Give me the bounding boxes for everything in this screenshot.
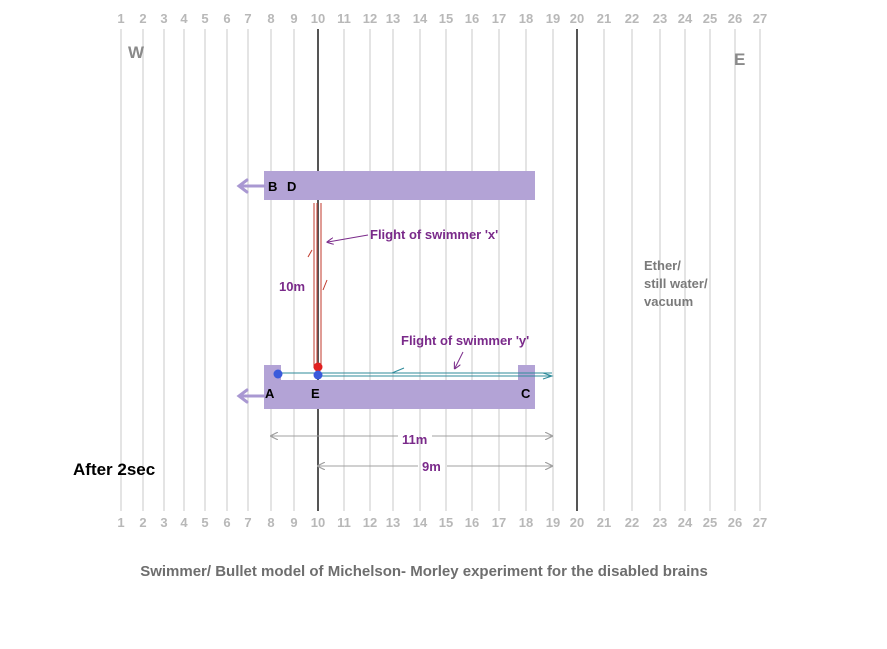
tick-top-11: 11 xyxy=(337,11,351,26)
tick-top-26: 26 xyxy=(728,11,742,26)
tick-top-2: 2 xyxy=(139,11,146,26)
tick-top-5: 5 xyxy=(201,11,208,26)
tick-bottom-5: 5 xyxy=(201,515,208,530)
label-c: C xyxy=(521,386,531,401)
label-d: D xyxy=(287,179,296,194)
tick-bottom-27: 27 xyxy=(753,515,767,530)
tick-top-10: 10 xyxy=(311,11,325,26)
distance-9m-label: 9m xyxy=(422,459,441,474)
swimmer-x-pointer-icon xyxy=(328,234,369,242)
grid-lines xyxy=(120,29,761,511)
swimmer-y-path xyxy=(278,367,554,380)
compass-east: E xyxy=(734,50,745,69)
tick-top-20: 20 xyxy=(570,11,584,26)
tick-bottom-4: 4 xyxy=(180,515,188,530)
tick-bottom-19: 19 xyxy=(546,515,560,530)
tick-top-6: 6 xyxy=(223,11,230,26)
swimmer-y-label: Flight of swimmer 'y' xyxy=(401,333,529,348)
medium-label-line3: vacuum xyxy=(644,294,693,309)
medium-label-line1: Ether/ xyxy=(644,258,681,273)
tick-bottom-3: 3 xyxy=(160,515,167,530)
tick-top-24: 24 xyxy=(678,11,693,26)
tick-bottom-1: 1 xyxy=(117,515,124,530)
tick-bottom-16: 16 xyxy=(465,515,479,530)
distance-11m-label: 11m xyxy=(402,432,427,447)
tick-bottom-17: 17 xyxy=(492,515,506,530)
tick-top-23: 23 xyxy=(653,11,667,26)
tick-bottom-2: 2 xyxy=(139,515,146,530)
tick-bottom-6: 6 xyxy=(223,515,230,530)
tick-bottom-21: 21 xyxy=(597,515,611,530)
dimension-11m: 11m xyxy=(271,432,552,447)
tick-bottom-11: 11 xyxy=(337,515,351,530)
top-platform-arrow-icon xyxy=(236,178,266,194)
tick-bottom-8: 8 xyxy=(267,515,274,530)
distance-10m-label: 10m xyxy=(279,279,305,294)
time-label: After 2sec xyxy=(73,460,155,479)
tick-bottom-23: 23 xyxy=(653,515,667,530)
tick-top-13: 13 xyxy=(386,11,400,26)
scale-ticks-top: 1 2 3 4 5 6 7 8 9 10 11 12 13 14 15 16 17 18 19 20 21 22 23 24 2… xyxy=(117,11,767,26)
dimension-9m: 9m xyxy=(318,459,552,474)
swimmer-y-dot xyxy=(313,370,323,380)
tick-bottom-12: 12 xyxy=(363,515,377,530)
tick-top-14: 14 xyxy=(413,11,428,26)
tick-bottom-13: 13 xyxy=(386,515,400,530)
tick-bottom-7: 7 xyxy=(244,515,251,530)
label-e: E xyxy=(311,386,320,401)
tick-top-7: 7 xyxy=(244,11,251,26)
tick-top-3: 3 xyxy=(160,11,167,26)
swimmer-x-path xyxy=(307,203,328,368)
tick-bottom-22: 22 xyxy=(625,515,639,530)
tick-bottom-18: 18 xyxy=(519,515,533,530)
top-platform-bar xyxy=(264,171,535,200)
tick-top-15: 15 xyxy=(439,11,453,26)
tick-bottom-24: 24 xyxy=(678,515,693,530)
tick-bottom-20: 20 xyxy=(570,515,584,530)
top-platform: B D xyxy=(236,171,535,200)
tick-top-25: 25 xyxy=(703,11,717,26)
tick-bottom-9: 9 xyxy=(290,515,297,530)
caption: Swimmer/ Bullet model of Michelson- Morl… xyxy=(140,563,708,580)
tick-top-22: 22 xyxy=(625,11,639,26)
bottom-platform-arrow-icon xyxy=(236,388,266,404)
tick-top-21: 21 xyxy=(597,11,611,26)
compass-west: W xyxy=(128,43,145,62)
tick-top-27: 27 xyxy=(753,11,767,26)
tick-top-4: 4 xyxy=(180,11,188,26)
tick-top-18: 18 xyxy=(519,11,533,26)
label-a: A xyxy=(265,386,275,401)
tick-top-17: 17 xyxy=(492,11,506,26)
swimmer-y-pointer-icon xyxy=(455,351,464,368)
bottom-platform: A E C xyxy=(236,365,535,409)
label-b: B xyxy=(268,179,277,194)
tick-bottom-10: 10 xyxy=(311,515,325,530)
tick-bottom-14: 14 xyxy=(413,515,428,530)
tick-top-12: 12 xyxy=(363,11,377,26)
swimmer-x-dot xyxy=(313,362,323,372)
swimmer-x-label: Flight of swimmer 'x' xyxy=(370,227,498,242)
medium-label-line2: still water/ xyxy=(644,276,708,291)
tick-top-16: 16 xyxy=(465,11,479,26)
tick-bottom-15: 15 xyxy=(439,515,453,530)
tick-bottom-26: 26 xyxy=(728,515,742,530)
tick-top-9: 9 xyxy=(290,11,297,26)
tick-top-8: 8 xyxy=(267,11,274,26)
bottom-platform-bar xyxy=(264,380,535,409)
tick-bottom-25: 25 xyxy=(703,515,717,530)
tick-top-1: 1 xyxy=(117,11,124,26)
scale-ticks-bottom: 1 2 3 4 5 6 7 8 9 10 11 12 13 14 15 16 17 18 19 20 21 22 23 24 2… xyxy=(117,515,767,530)
tick-top-19: 19 xyxy=(546,11,560,26)
swimmer-y-start-dot xyxy=(273,369,283,379)
